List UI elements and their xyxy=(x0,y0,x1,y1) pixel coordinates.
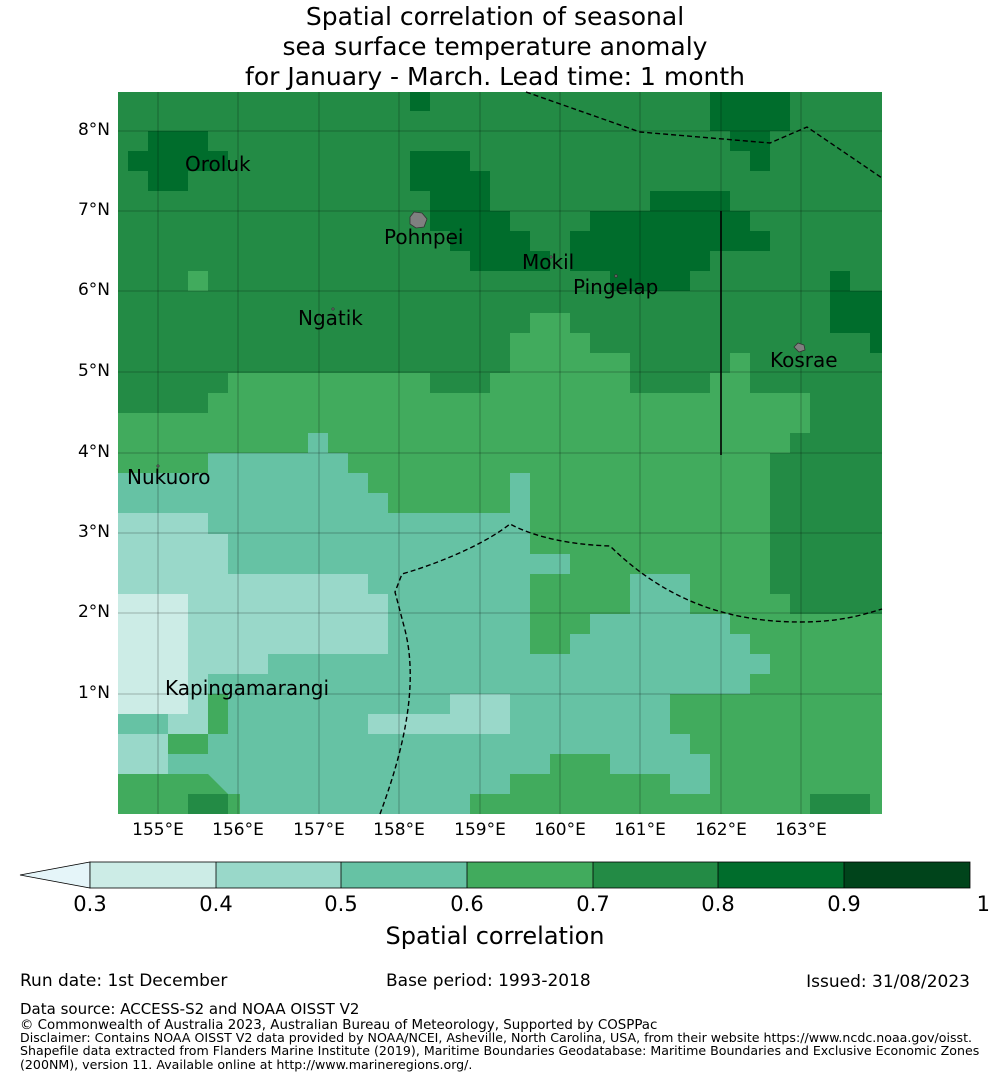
disclaimer-line-3: (200NM), version 11. Available online at… xyxy=(20,1057,473,1072)
colorbar xyxy=(19,861,971,889)
lon-tick-155e: 155°E xyxy=(132,820,184,840)
kosrae-island xyxy=(793,342,806,353)
lat-tick-2n: 2°N xyxy=(77,602,110,622)
gridlines xyxy=(118,92,882,814)
land-masses xyxy=(156,211,806,468)
place-label-mokil: Mokil xyxy=(522,250,575,274)
colorbar-frame xyxy=(89,861,971,889)
field-band-0-3 xyxy=(118,594,188,714)
title-line-1: Spatial correlation of seasonal xyxy=(305,2,685,31)
lon-tick-158e: 158°E xyxy=(373,820,425,840)
colorbar-tick-0-9: 0.9 xyxy=(827,892,861,916)
field-patch-light xyxy=(188,271,208,291)
disclaimer-line-2: Shapefile data extracted from Flanders M… xyxy=(20,1043,980,1058)
lat-tick-5n: 5°N xyxy=(77,361,110,381)
colorbar-segment-0-7 xyxy=(593,862,718,888)
run-date: Run date: 1st December xyxy=(20,971,228,991)
colorbar-tick-1: 1 xyxy=(976,892,990,916)
field-band-0-8 xyxy=(128,92,882,353)
colorbar-tick-0-4: 0.4 xyxy=(199,892,233,916)
colorbar-tick-0-3: 0.3 xyxy=(73,892,107,916)
place-label-nukuoro: Nukuoro xyxy=(127,465,211,489)
eez-boundary-south xyxy=(379,523,883,815)
lon-tick-163e: 163°E xyxy=(775,820,827,840)
title-line-3: for January - March. Lead time: 1 month xyxy=(245,62,745,91)
lat-tick-6n: 6°N xyxy=(77,280,110,300)
eez-boundaries xyxy=(379,91,883,815)
place-label-kapingamarangi: Kapingamarangi xyxy=(165,676,330,700)
data-source: Data source: ACCESS-S2 and NOAA OISST V2 xyxy=(20,1000,360,1018)
place-label-ngatik: Ngatik xyxy=(298,306,363,330)
colorbar-segment-0-6 xyxy=(467,862,593,888)
lon-tick-160e: 160°E xyxy=(534,820,586,840)
disclaimer-line-1: Disclaimer: Contains NOAA OISST V2 data … xyxy=(20,1030,973,1045)
pingelap-island xyxy=(614,274,618,278)
colorbar-segment-0-8 xyxy=(718,862,844,888)
place-label-pohnpei: Pohnpei xyxy=(384,225,464,249)
mokil-island xyxy=(549,255,553,259)
lon-tick-159e: 159°E xyxy=(454,820,506,840)
eez-boundary-north xyxy=(525,91,883,179)
base-period: Base period: 1993-2018 xyxy=(386,971,591,991)
lon-tick-161e: 161°E xyxy=(614,820,666,840)
place-label-oroluk: Oroluk xyxy=(185,152,251,176)
colorbar-label: Spatial correlation xyxy=(385,922,605,950)
lon-tick-156e: 156°E xyxy=(212,820,264,840)
colorbar-segment-0-9 xyxy=(844,862,970,888)
correlation-field xyxy=(118,92,882,814)
issued-date: Issued: 31/08/2023 xyxy=(806,972,970,992)
colorbar-tick-0-8: 0.8 xyxy=(701,892,735,916)
colorbar-tick-0-6: 0.6 xyxy=(450,892,484,916)
colorbar-extend-arrow xyxy=(19,861,91,889)
colorbar-segment-0-4 xyxy=(216,862,341,888)
colorbar-segment-0-5 xyxy=(341,862,467,888)
lat-tick-1n: 1°N xyxy=(77,683,110,703)
chart-title: Spatial correlation of seasonal sea surf… xyxy=(0,2,990,92)
colorbar-segment-0-3 xyxy=(90,862,216,888)
colorbar-tick-0-5: 0.5 xyxy=(324,892,358,916)
place-label-pingelap: Pingelap xyxy=(573,275,659,299)
lat-tick-7n: 7°N xyxy=(77,200,110,220)
ngatik-island xyxy=(331,307,335,311)
title-line-2: sea surface temperature anomaly xyxy=(282,32,708,61)
place-label-kosrae: Kosrae xyxy=(770,348,838,372)
colorbar-tick-0-7: 0.7 xyxy=(576,892,610,916)
lat-tick-3n: 3°N xyxy=(77,522,110,542)
field-band-0-5 xyxy=(118,433,770,814)
lat-tick-4n: 4°N xyxy=(77,442,110,462)
lat-tick-8n: 8°N xyxy=(77,120,110,140)
copyright-notice: © Commonwealth of Australia 2023, Austra… xyxy=(20,1018,658,1033)
field-band-0-4 xyxy=(118,513,510,774)
pohnpei-island xyxy=(409,211,428,229)
lon-tick-157e: 157°E xyxy=(293,820,345,840)
nukuoro-island xyxy=(156,464,160,468)
lon-tick-162e: 162°E xyxy=(695,820,747,840)
